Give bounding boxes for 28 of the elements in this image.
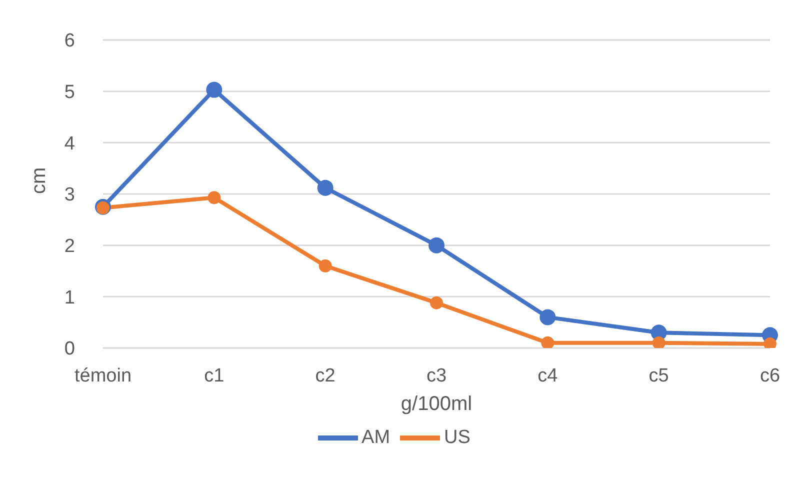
x-tick-label: c1 xyxy=(204,365,224,386)
point xyxy=(428,237,444,254)
point xyxy=(541,336,554,348)
x-axis-title: g/100ml xyxy=(400,393,472,415)
y-tick-label: 1 xyxy=(64,287,75,308)
point xyxy=(317,180,334,196)
y-tick-label: 4 xyxy=(64,133,76,154)
point xyxy=(764,337,776,348)
x-tick-label: c5 xyxy=(648,365,669,386)
legend-label: AM xyxy=(362,427,390,448)
x-tick-label: c3 xyxy=(426,365,447,386)
y-tick-label: 0 xyxy=(64,338,75,360)
point xyxy=(206,82,222,98)
y-tick-label: 6 xyxy=(64,30,75,52)
y-tick-label: 2 xyxy=(64,236,75,258)
point xyxy=(540,309,556,326)
y-tick-label: 3 xyxy=(64,184,75,206)
legend-label: US xyxy=(444,427,470,448)
y-axis-title: cm xyxy=(28,167,50,194)
x-tick-label: c4 xyxy=(538,365,558,386)
point xyxy=(652,336,666,348)
x-tick-label: c2 xyxy=(315,365,336,386)
y-tick-label: 5 xyxy=(64,82,75,104)
x-tick-label: témoin xyxy=(74,365,132,386)
point xyxy=(208,191,221,204)
point xyxy=(318,259,332,272)
point xyxy=(430,296,443,310)
x-tick-label: c6 xyxy=(760,365,780,386)
